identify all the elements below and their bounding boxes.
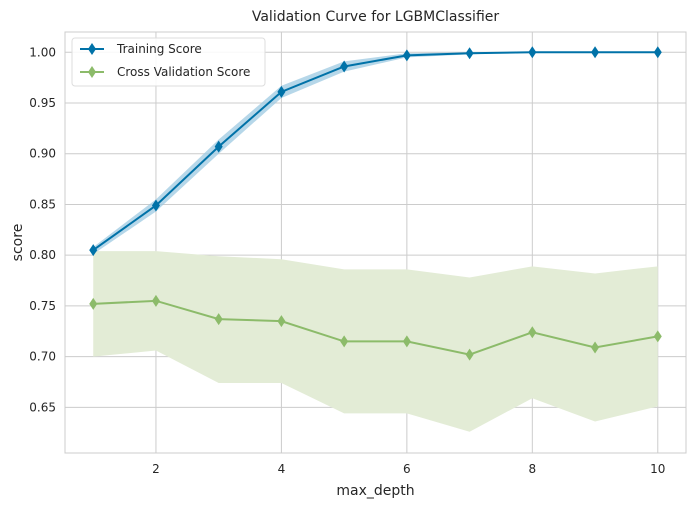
training-score-point — [89, 244, 98, 257]
legend-box — [71, 37, 266, 87]
x-tick-labels: 2 4 6 8 10 — [152, 462, 665, 476]
x-tick-label: 8 — [528, 462, 536, 476]
cross-validation-score-point — [151, 294, 160, 307]
cross-validation-score-point — [402, 335, 411, 348]
y-tick-label: 0.95 — [29, 96, 56, 110]
legend: Training Score Cross Validation Score — [71, 37, 266, 87]
y-tick-label: 0.80 — [29, 248, 56, 262]
cross-validation-score-point — [277, 315, 286, 328]
cross-validation-score-point — [528, 326, 537, 339]
cross-validation-score-point — [214, 313, 223, 326]
training-score-point — [591, 46, 600, 59]
training-score-band — [93, 52, 658, 255]
training-score-point — [151, 199, 160, 212]
training-score-point — [653, 46, 662, 59]
y-tick-labels: 0.65 0.70 0.75 0.80 0.85 0.90 0.95 1.00 — [29, 45, 56, 414]
training-score-point — [465, 47, 474, 60]
training-score-point — [402, 49, 411, 62]
x-tick-label: 2 — [152, 462, 160, 476]
legend-cross-validation-score-label: Cross Validation Score — [117, 65, 250, 79]
training-score-point — [214, 140, 223, 153]
chart-title: Validation Curve for LGBMClassifier — [252, 9, 500, 25]
y-tick-label: 0.90 — [29, 147, 56, 161]
cross-validation-score-point — [340, 335, 349, 348]
x-tick-label: 4 — [278, 462, 286, 476]
training-score-point — [528, 46, 537, 59]
y-tick-label: 0.75 — [29, 299, 56, 313]
series-lines — [92, 51, 658, 356]
cross-validation-score-point — [653, 330, 662, 343]
cross-validation-score-point — [591, 341, 600, 354]
x-tick-label: 6 — [403, 462, 411, 476]
cross-validation-score-point — [89, 297, 98, 310]
y-tick-label: 1.00 — [29, 45, 56, 59]
training-score-point — [340, 60, 349, 73]
x-tick-label: 10 — [650, 462, 665, 476]
y-axis-label: score — [10, 224, 26, 262]
y-tick-label: 0.70 — [29, 350, 56, 364]
x-axis-label: max_depth — [336, 483, 414, 499]
legend-cross-validation-score-marker — [88, 66, 96, 78]
legend-training-score-marker — [88, 43, 96, 55]
y-tick-label: 0.85 — [29, 197, 56, 211]
series-markers — [89, 46, 662, 361]
training-score-line — [92, 51, 658, 251]
training-score-point — [277, 85, 286, 98]
legend-training-score-label: Training Score — [116, 42, 202, 56]
y-tick-label: 0.65 — [29, 400, 56, 414]
cross-validation-score-point — [465, 348, 474, 361]
cross-validation-score-line — [93, 299, 658, 356]
